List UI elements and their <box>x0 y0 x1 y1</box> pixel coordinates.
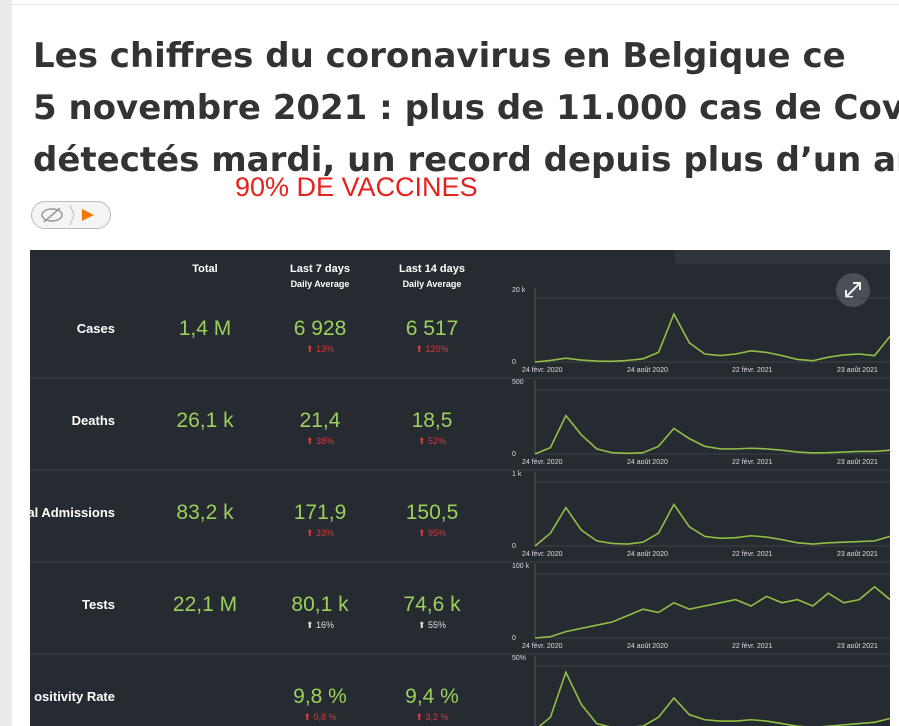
x-tick-label: 24 févr. 2020 <box>522 459 563 466</box>
average-value: 80,1 k <box>291 593 349 616</box>
x-tick-label: 23 août 2021 <box>837 643 878 650</box>
average-value: 171,9 <box>294 501 347 524</box>
title-line: détectés mardi, un record depuis plus d’… <box>33 140 899 180</box>
total-value: 83,2 k <box>176 501 234 524</box>
average-value: 150,5 <box>406 501 459 524</box>
y-tick-label: 0 <box>512 359 516 366</box>
column-subtitle: Daily Average <box>403 279 462 289</box>
change-value: ⬆ 3,2 % <box>415 712 448 722</box>
y-tick-label: 0 <box>512 451 516 458</box>
change-value: ⬆ 95% <box>418 528 446 538</box>
change-value: ⬆ 38% <box>306 436 334 446</box>
button-icons <box>41 204 94 226</box>
average-value: 18,5 <box>412 409 453 432</box>
total-value: 22,1 M <box>173 593 237 616</box>
media-button[interactable] <box>31 201 111 229</box>
change-value: ⬆ 33% <box>306 528 334 538</box>
average-value: 9,4 % <box>405 685 459 708</box>
sparkline <box>534 585 890 639</box>
sparkline <box>534 414 890 455</box>
column-title: Total <box>192 263 217 275</box>
x-tick-label: 23 août 2021 <box>837 367 878 374</box>
change-value: ⬆ 55% <box>418 620 446 630</box>
x-tick-label: 24 août 2020 <box>627 643 668 650</box>
row-label: al Admissions <box>30 505 115 520</box>
x-tick-label: 24 août 2020 <box>627 551 668 558</box>
x-tick-label: 24 août 2020 <box>627 459 668 466</box>
average-value: 6 928 <box>294 317 347 340</box>
y-tick-label: 100 k <box>512 563 530 570</box>
overlay-text: 90% DE VACCINES <box>235 172 478 202</box>
x-tick-label: 23 août 2021 <box>837 551 878 558</box>
total-value: 1,4 M <box>179 317 232 340</box>
change-value: ⬆ 52% <box>418 436 446 446</box>
change-value: ⬆ 0,8 % <box>303 712 336 722</box>
y-tick-label: 0 <box>512 635 516 642</box>
x-tick-label: 24 févr. 2020 <box>522 367 563 374</box>
column-subtitle: Daily Average <box>291 279 350 289</box>
total-value: 26,1 k <box>176 409 234 432</box>
row-label: Deaths <box>72 413 115 428</box>
column-title: Last 14 days <box>399 263 465 275</box>
change-value: ⬆ 16% <box>306 620 334 630</box>
title-line: 5 novembre 2021 : plus de 11.000 cas de … <box>33 88 899 128</box>
y-tick-label: 50% <box>512 655 526 662</box>
row-label: Cases <box>77 321 115 336</box>
x-tick-label: 24 août 2020 <box>627 367 668 374</box>
y-tick-label: 20 k <box>512 287 526 294</box>
article-title: Les chiffres du coronavirus en Belgique … <box>33 30 899 186</box>
average-value: 6 517 <box>406 317 459 340</box>
sparkline <box>534 312 890 363</box>
average-value: 21,4 <box>300 409 341 432</box>
x-tick-label: 22 févr. 2021 <box>732 643 773 650</box>
change-value: ⬆ 13% <box>306 344 334 354</box>
x-tick-label: 23 août 2021 <box>837 459 878 466</box>
x-tick-label: 22 févr. 2021 <box>732 459 773 466</box>
column-title: Last 7 days <box>290 263 350 275</box>
average-value: 74,6 k <box>403 593 461 616</box>
average-value: 9,8 % <box>293 685 347 708</box>
y-tick-label: 1 k <box>512 471 522 478</box>
sidebar <box>0 0 12 726</box>
dashboard: Total Last 7 days Daily Average Last 14 day… <box>30 250 890 726</box>
row-label: Tests <box>82 597 115 612</box>
top-border <box>12 4 899 5</box>
row-label: ositivity Rate <box>34 689 115 704</box>
x-tick-label: 24 févr. 2020 <box>522 643 563 650</box>
y-tick-label: 0 <box>512 543 516 550</box>
title-line: Les chiffres du coronavirus en Belgique … <box>33 36 846 76</box>
change-value: ⬆ 120% <box>415 344 448 354</box>
x-tick-label: 22 févr. 2021 <box>732 551 773 558</box>
sparkline <box>534 502 890 547</box>
x-tick-label: 24 févr. 2020 <box>522 551 563 558</box>
x-tick-label: 22 févr. 2021 <box>732 367 773 374</box>
y-tick-label: 500 <box>512 379 524 386</box>
